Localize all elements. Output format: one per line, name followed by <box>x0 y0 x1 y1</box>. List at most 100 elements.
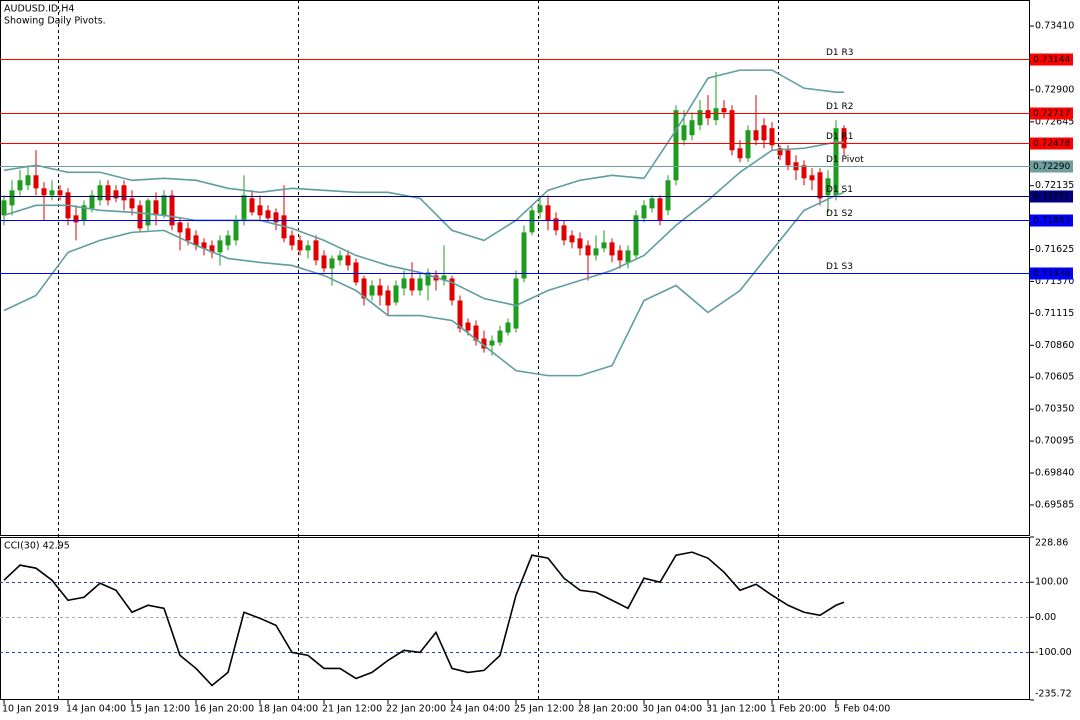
candle-body <box>745 130 751 159</box>
pivot-price-label: 0.72717 <box>1033 109 1070 119</box>
candle-body <box>97 185 103 201</box>
candle-body <box>489 340 495 346</box>
cci-frame <box>0 537 1030 700</box>
candle-body <box>601 242 607 249</box>
candle-body <box>633 215 639 256</box>
candle-body <box>665 180 671 211</box>
candle-body <box>257 205 263 216</box>
chart-title: AUDUSD.ID,H4 <box>4 4 74 15</box>
candle-body <box>593 248 599 256</box>
pivot-name: D1 S1 <box>826 185 853 195</box>
candle-body <box>657 198 663 221</box>
pivot-name: D1 R1 <box>826 132 854 142</box>
candle-body <box>329 258 335 269</box>
candle-body <box>361 278 367 299</box>
candle-body <box>825 178 831 196</box>
candle-body <box>145 200 151 226</box>
candle-body <box>753 130 759 141</box>
y-tick-label: 0.71370 <box>1035 276 1074 287</box>
candle-body <box>137 205 143 229</box>
candle-body <box>321 255 327 269</box>
candle-body <box>641 205 647 219</box>
candle-body <box>377 285 383 296</box>
candle-body <box>113 190 119 199</box>
candle-body <box>25 175 31 186</box>
candle-body <box>625 250 631 263</box>
candle-body <box>289 235 295 246</box>
candle-body <box>681 125 687 141</box>
candles <box>1 72 847 356</box>
candle-body <box>817 172 823 199</box>
x-tick-label: 14 Jan 04:00 <box>66 704 126 715</box>
x-tick-label: 10 Jan 2019 <box>2 704 59 715</box>
pivot-name: D1 S3 <box>826 262 853 272</box>
y-tick-label: 0.00 <box>1035 612 1056 623</box>
candle-body <box>313 240 319 261</box>
candle-body <box>177 222 183 233</box>
price-box <box>1030 107 1073 120</box>
x-tick-label: 31 Jan 12:00 <box>706 704 766 715</box>
candle-body <box>353 262 359 283</box>
x-tick-label: 21 Jan 12:00 <box>322 704 382 715</box>
y-tick-label: 0.70605 <box>1035 372 1074 383</box>
candle-body <box>297 240 303 251</box>
candle-body <box>1 200 7 216</box>
candle-body <box>833 128 839 196</box>
candle-body <box>49 190 55 196</box>
candle-body <box>41 188 47 196</box>
pivot-price-label: 0.73144 <box>1033 55 1070 65</box>
candle-body <box>217 240 223 253</box>
candle-body <box>105 185 111 201</box>
x-tick-label: 30 Jan 04:00 <box>642 704 702 715</box>
y-tick-label: 0.69585 <box>1035 499 1074 510</box>
candle-body <box>425 272 431 286</box>
main-frame <box>0 0 1030 536</box>
candle-body <box>721 108 727 113</box>
candle-body <box>585 245 591 256</box>
candle-body <box>761 125 767 141</box>
candle-body <box>521 232 527 279</box>
candle-body <box>33 175 39 189</box>
pivot-price-label: 0.72290 <box>1033 162 1070 172</box>
x-tick-label: 24 Jan 04:00 <box>450 704 510 715</box>
candle-body <box>801 165 807 179</box>
candle-body <box>673 110 679 181</box>
separators <box>58 0 779 700</box>
x-tick-label: 15 Jan 12:00 <box>130 704 190 715</box>
candle-body <box>737 148 743 159</box>
bollinger-band <box>3 69 844 242</box>
candle-body <box>609 242 615 256</box>
x-tick-label: 22 Jan 20:00 <box>386 704 446 715</box>
candle-body <box>537 205 543 213</box>
candle-body <box>241 195 247 221</box>
candle-body <box>529 210 535 233</box>
cci-line <box>3 551 845 687</box>
candle-body <box>497 330 503 343</box>
candle-body <box>505 322 511 333</box>
y-tick-label: 0.72135 <box>1035 180 1074 191</box>
candle-body <box>785 150 791 166</box>
candle-body <box>465 322 471 331</box>
chart-subtitle: Showing Daily Pivots. <box>4 16 106 27</box>
pivot-name: D1 S2 <box>826 209 853 219</box>
candle-body <box>305 245 311 251</box>
candle-body <box>161 195 167 216</box>
candle-body <box>73 215 79 223</box>
candle-body <box>201 242 207 249</box>
candle-body <box>129 198 135 209</box>
candle-body <box>209 245 215 253</box>
y-tick-label: 0.72900 <box>1035 84 1074 95</box>
x-tick-label: 16 Jan 20:00 <box>194 704 254 715</box>
candle-body <box>193 235 199 246</box>
bollinger-band <box>3 191 845 377</box>
candle-body <box>841 128 847 149</box>
candle-body <box>441 275 447 281</box>
candle-body <box>345 255 351 266</box>
candle-body <box>769 128 775 146</box>
price-box <box>1030 267 1073 280</box>
candle-body <box>449 278 455 301</box>
candle-body <box>273 212 279 223</box>
x-tick-label: 28 Jan 20:00 <box>578 704 638 715</box>
